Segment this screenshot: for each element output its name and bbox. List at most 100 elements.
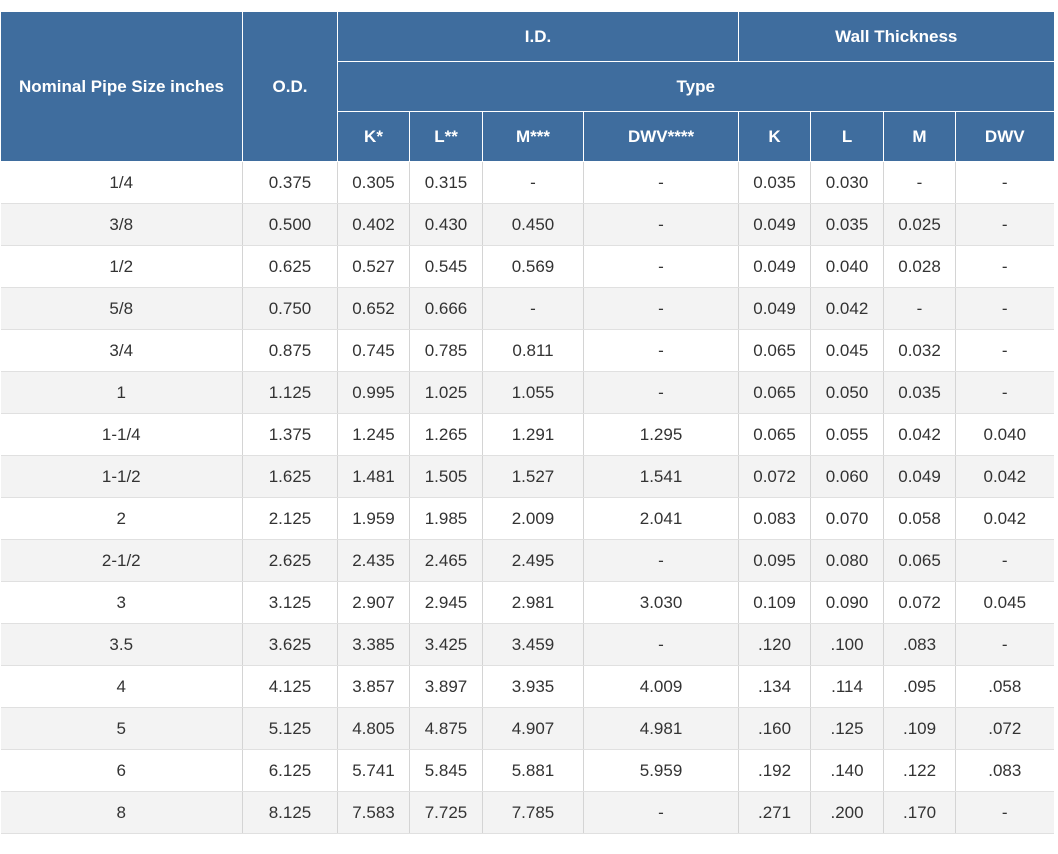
wall-m-cell: 0.058 [883, 497, 957, 540]
od-cell: 0.500 [242, 203, 338, 246]
nominal-size-cell: 8 [0, 791, 243, 834]
id-dwv-cell: - [583, 245, 740, 288]
wall-dwv-cell: - [955, 371, 1054, 414]
od-cell: 0.625 [242, 245, 338, 288]
id-m-cell: 3.459 [482, 623, 584, 666]
wall-m-cell: 0.025 [883, 203, 957, 246]
wall-m-cell: 0.072 [883, 581, 957, 624]
wall-dwv-cell: - [955, 287, 1054, 330]
wall-dwv-cell: - [955, 203, 1054, 246]
id-dwv-cell: 1.295 [583, 413, 740, 456]
wall-l-cell: 0.042 [810, 287, 885, 330]
id-l-cell: 0.430 [409, 203, 483, 246]
id-dwv-cell: - [583, 539, 740, 582]
od-cell: 1.375 [242, 413, 338, 456]
id-k-cell: 0.402 [337, 203, 410, 246]
nominal-size-cell: 6 [0, 749, 243, 792]
id-k-cell: 1.245 [337, 413, 410, 456]
id-k-cell: 1.959 [337, 497, 410, 540]
od-cell: 6.125 [242, 749, 338, 792]
od-header: O.D. [242, 11, 338, 162]
id-l-cell: 7.725 [409, 791, 483, 834]
id-dwv-header: DWV**** [582, 111, 740, 162]
wall-thickness-group-header: Wall Thickness [738, 11, 1054, 62]
nominal-size-cell: 1-1/2 [0, 455, 243, 498]
id-l-header: L** [409, 111, 483, 162]
table-row: 5/8 0.750 0.652 0.666- -0.049 0.042- - [0, 287, 1054, 330]
wall-k-cell: 0.035 [738, 161, 812, 204]
wall-l-cell: .200 [810, 791, 885, 834]
id-dwv-cell: - [583, 161, 740, 204]
id-dwv-cell: 5.959 [583, 749, 740, 792]
wall-dwv-cell: - [955, 245, 1054, 288]
id-k-header: K* [337, 111, 410, 162]
wall-m-header: M [883, 111, 957, 162]
id-dwv-cell: 1.541 [583, 455, 740, 498]
nominal-size-cell: 1/2 [0, 245, 243, 288]
wall-k-cell: .160 [738, 707, 812, 750]
id-k-cell: 3.857 [337, 665, 410, 708]
wall-l-cell: 0.055 [810, 413, 885, 456]
table-row: 8 8.125 7.583 7.725 7.785- .271.200.170- [0, 791, 1054, 834]
nominal-size-cell: 3.5 [0, 623, 243, 666]
table-row: 1-1/4 1.375 1.245 1.265 1.291 1.295 0.065 0.055… [0, 413, 1054, 456]
id-m-cell: - [482, 287, 584, 330]
nominal-size-cell: 1/4 [0, 161, 243, 204]
table-row: 2 2.125 1.959 1.985 2.009 2.041 0.083 0.070 0.05… [0, 497, 1054, 540]
wall-dwv-cell: - [955, 623, 1054, 666]
wall-m-cell: 0.028 [883, 245, 957, 288]
id-m-cell: 2.495 [482, 539, 584, 582]
wall-dwv-cell: 0.040 [955, 413, 1054, 456]
table-row: 2-1/2 2.625 2.435 2.465 2.495-0.095 0.080 0.06… [0, 539, 1054, 582]
id-k-cell: 0.305 [337, 161, 410, 204]
wall-l-cell: 0.045 [810, 329, 885, 372]
id-m-cell: 7.785 [482, 791, 584, 834]
id-l-cell: 5.845 [409, 749, 483, 792]
id-dwv-cell: 3.030 [583, 581, 740, 624]
table-body: 1/4 0.375 0.305 0.315- -0.035 0.030- -3/8 0.500… [0, 161, 1054, 834]
wall-dwv-cell: - [955, 161, 1054, 204]
wall-k-cell: 0.095 [738, 539, 812, 582]
id-l-cell: 2.945 [409, 581, 483, 624]
nominal-size-cell: 3 [0, 581, 243, 624]
nominal-size-cell: 1 [0, 371, 243, 414]
id-dwv-cell: - [583, 203, 740, 246]
wall-m-cell: 0.049 [883, 455, 957, 498]
id-l-cell: 1.025 [409, 371, 483, 414]
wall-dwv-cell: .083 [955, 749, 1054, 792]
id-dwv-cell: 2.041 [583, 497, 740, 540]
id-dwv-cell: - [583, 623, 740, 666]
id-l-cell: 0.315 [409, 161, 483, 204]
od-cell: 3.625 [242, 623, 338, 666]
wall-k-cell: 0.072 [738, 455, 812, 498]
wall-m-cell: 0.035 [883, 371, 957, 414]
id-l-cell: 0.545 [409, 245, 483, 288]
id-k-cell: 2.907 [337, 581, 410, 624]
id-dwv-cell: - [583, 287, 740, 330]
nominal-size-cell: 5/8 [0, 287, 243, 330]
nominal-size-cell: 2-1/2 [0, 539, 243, 582]
wall-m-cell: 0.032 [883, 329, 957, 372]
nominal-size-cell: 2 [0, 497, 243, 540]
id-m-cell: 0.811 [482, 329, 584, 372]
wall-k-cell: .134 [738, 665, 812, 708]
wall-l-cell: 0.050 [810, 371, 885, 414]
wall-dwv-cell: .058 [955, 665, 1054, 708]
wall-l-cell: .114 [810, 665, 885, 708]
wall-dwv-cell: .072 [955, 707, 1054, 750]
table-row: 1/4 0.375 0.305 0.315- -0.035 0.030- - [0, 161, 1054, 204]
wall-l-cell: 0.030 [810, 161, 885, 204]
id-l-cell: 2.465 [409, 539, 483, 582]
wall-dwv-cell: 0.045 [955, 581, 1054, 624]
wall-m-cell: .122 [883, 749, 957, 792]
id-l-cell: 3.425 [409, 623, 483, 666]
wall-dwv-cell: 0.042 [955, 497, 1054, 540]
table-row: 4 4.125 3.857 3.897 3.935 4.009.134.114.095.0… [0, 665, 1054, 708]
od-cell: 0.875 [242, 329, 338, 372]
id-m-cell: 2.009 [482, 497, 584, 540]
wall-m-cell: 0.042 [883, 413, 957, 456]
nominal-size-cell: 1-1/4 [0, 413, 243, 456]
wall-dwv-cell: - [955, 329, 1054, 372]
id-k-cell: 2.435 [337, 539, 410, 582]
id-k-cell: 4.805 [337, 707, 410, 750]
